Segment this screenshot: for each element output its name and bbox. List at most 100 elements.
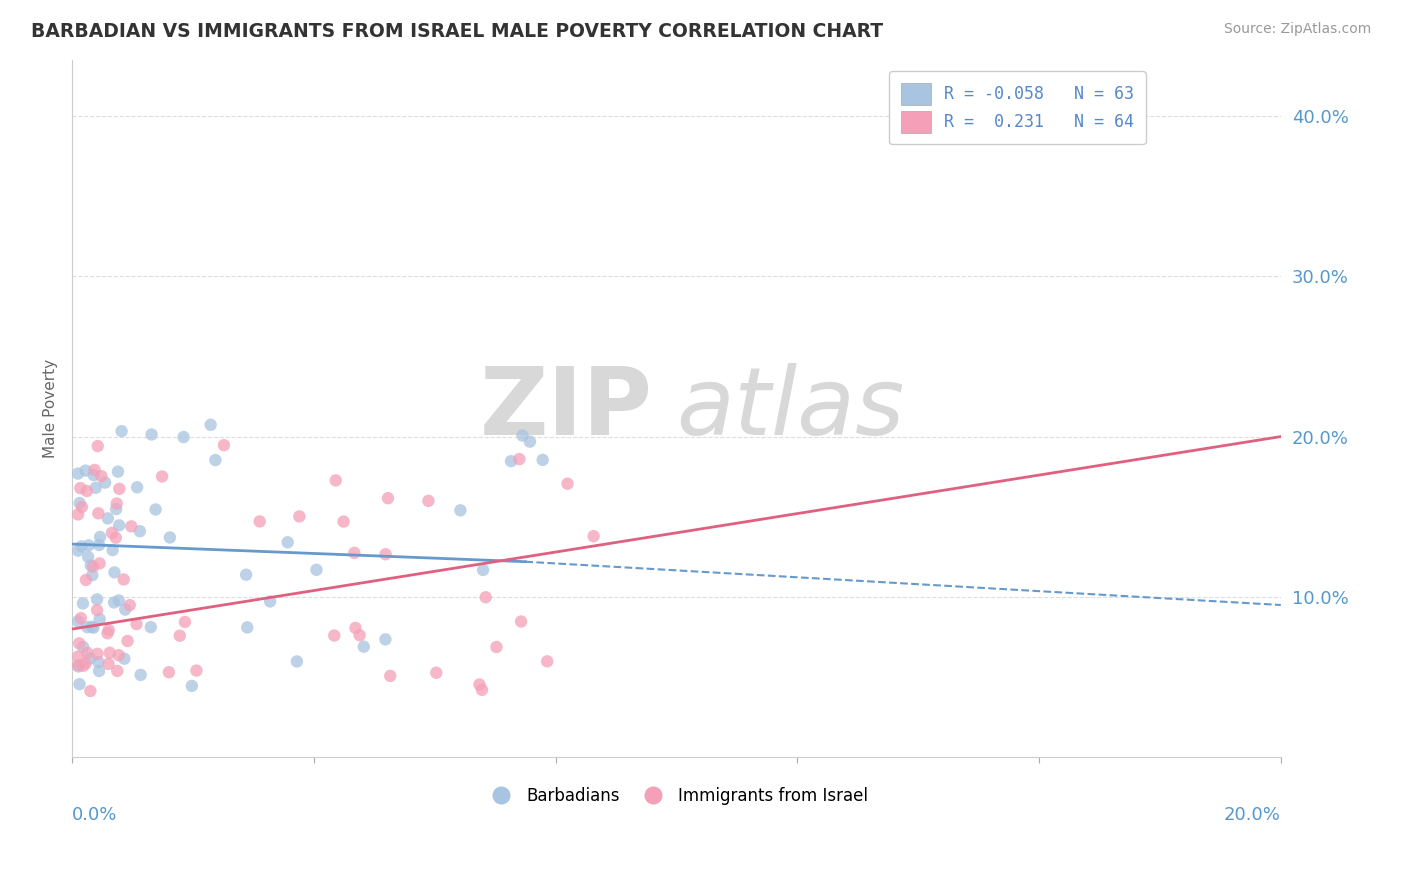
Point xyxy=(79,684,101,698)
Point xyxy=(67,508,90,522)
Point xyxy=(468,677,491,691)
Point xyxy=(204,453,226,467)
Point xyxy=(349,628,371,642)
Point xyxy=(103,595,125,609)
Point xyxy=(107,465,129,479)
Point xyxy=(87,506,110,520)
Text: BARBADIAN VS IMMIGRANTS FROM ISRAEL MALE POVERTY CORRELATION CHART: BARBADIAN VS IMMIGRANTS FROM ISRAEL MALE… xyxy=(31,22,883,41)
Point xyxy=(582,529,605,543)
Point xyxy=(128,524,150,538)
Point xyxy=(145,502,167,516)
Point xyxy=(380,669,402,683)
Text: atlas: atlas xyxy=(676,363,904,454)
Point xyxy=(76,646,98,660)
Point xyxy=(288,509,311,524)
Point xyxy=(82,568,104,582)
Point xyxy=(323,628,346,642)
Point xyxy=(120,519,142,533)
Point xyxy=(82,559,104,574)
Point xyxy=(125,617,148,632)
Point xyxy=(94,475,117,490)
Point xyxy=(557,476,579,491)
Point xyxy=(449,503,471,517)
Point xyxy=(474,591,496,605)
Point xyxy=(77,549,100,564)
Point xyxy=(89,612,111,626)
Point xyxy=(69,677,91,691)
Point xyxy=(79,651,101,665)
Point xyxy=(332,515,354,529)
Point xyxy=(76,620,98,634)
Point xyxy=(72,658,94,673)
Point xyxy=(471,682,494,697)
Point xyxy=(69,496,91,510)
Point xyxy=(510,615,533,629)
Point xyxy=(325,474,347,488)
Point xyxy=(157,665,180,680)
Point xyxy=(174,615,197,629)
Point xyxy=(83,468,105,483)
Point xyxy=(67,543,90,558)
Point xyxy=(101,525,124,540)
Point xyxy=(90,469,112,483)
Point xyxy=(97,623,120,637)
Y-axis label: Male Poverty: Male Poverty xyxy=(44,359,58,458)
Point xyxy=(531,453,554,467)
Point xyxy=(127,480,149,494)
Point xyxy=(101,543,124,558)
Point xyxy=(114,602,136,616)
Point xyxy=(512,428,534,442)
Point xyxy=(82,621,104,635)
Text: 20.0%: 20.0% xyxy=(1225,806,1281,824)
Point xyxy=(343,546,366,560)
Point xyxy=(67,649,90,664)
Point xyxy=(186,664,208,678)
Point xyxy=(98,646,121,660)
Point xyxy=(67,636,90,650)
Point xyxy=(472,563,495,577)
Point xyxy=(117,634,139,648)
Point xyxy=(180,679,202,693)
Point xyxy=(67,467,90,481)
Point xyxy=(212,438,235,452)
Point xyxy=(83,463,105,477)
Point xyxy=(67,658,90,673)
Point xyxy=(485,640,508,654)
Point xyxy=(374,632,396,647)
Point xyxy=(75,573,97,587)
Point xyxy=(374,547,396,561)
Point xyxy=(112,651,135,665)
Point xyxy=(89,530,111,544)
Point xyxy=(70,611,93,625)
Point xyxy=(536,654,558,668)
Point xyxy=(118,598,141,612)
Point xyxy=(86,603,108,617)
Point xyxy=(235,567,257,582)
Point xyxy=(105,497,128,511)
Point xyxy=(344,621,367,635)
Point xyxy=(129,668,152,682)
Text: 0.0%: 0.0% xyxy=(72,806,117,824)
Point xyxy=(77,538,100,552)
Point xyxy=(72,597,94,611)
Point xyxy=(75,464,97,478)
Point xyxy=(105,502,128,516)
Point xyxy=(200,417,222,432)
Point xyxy=(508,452,530,467)
Point xyxy=(107,648,129,662)
Point xyxy=(84,481,107,495)
Point xyxy=(112,573,135,587)
Point xyxy=(425,665,447,680)
Point xyxy=(86,647,108,661)
Point xyxy=(104,531,127,545)
Point xyxy=(173,430,195,444)
Point xyxy=(87,664,110,678)
Point xyxy=(499,454,522,468)
Point xyxy=(97,511,120,525)
Point xyxy=(236,620,259,634)
Point xyxy=(97,657,120,671)
Point xyxy=(69,481,91,495)
Text: Source: ZipAtlas.com: Source: ZipAtlas.com xyxy=(1223,22,1371,37)
Point xyxy=(159,531,181,545)
Point xyxy=(377,491,399,506)
